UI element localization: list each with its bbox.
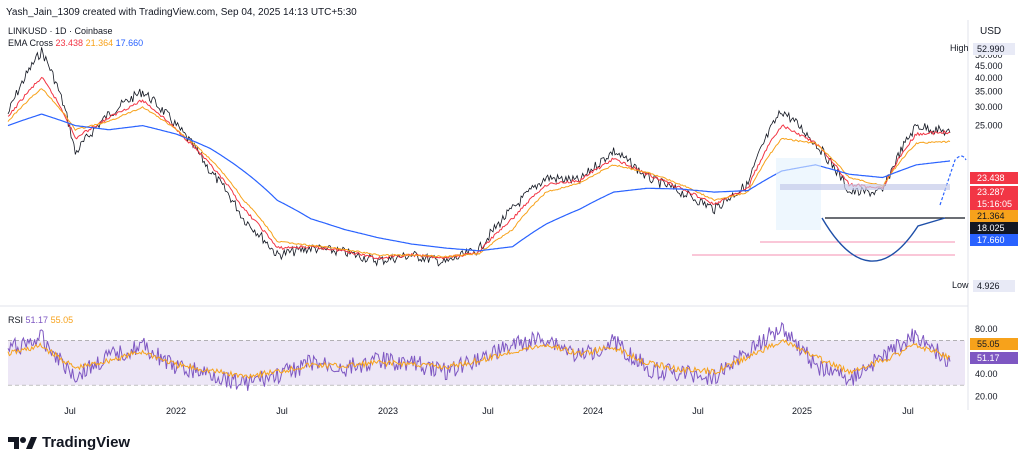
symbol-legend: LINKUSD · 1D · Coinbase [8, 26, 113, 36]
time-tick-label: 2022 [166, 406, 186, 416]
currency-label: USD [980, 26, 1002, 37]
projection-path [939, 155, 967, 206]
symbol-label: LINKUSD · 1D · Coinbase [8, 26, 113, 36]
ema-mid-value: 21.364 [85, 38, 114, 48]
price-badge-label: 15:16:05 [977, 199, 1012, 209]
time-tick-label: 2025 [792, 406, 812, 416]
price-tick-label: 30.000 [975, 102, 1003, 112]
cup-pattern [821, 217, 946, 262]
price-badge-label: 17.660 [977, 235, 1005, 245]
rsi-value: 51.17 [25, 315, 49, 325]
price-series [7, 47, 951, 267]
time-tick-label: Jul [64, 406, 76, 416]
rsi-tick-label: 20.00 [975, 391, 998, 401]
time-tick-label: Jul [902, 406, 914, 416]
zone-box [780, 184, 950, 190]
time-tick-label: Jul [692, 406, 704, 416]
high-badge [973, 43, 1015, 55]
price-badge-label: 21.364 [977, 211, 1005, 221]
time-tick-label: Jul [276, 406, 288, 416]
ema-slow-value: 17.660 [115, 38, 144, 48]
ema-label: EMA Cross [8, 38, 54, 48]
price-badge [970, 210, 1018, 222]
price-tick-label: 40.000 [975, 73, 1003, 83]
rsi-badge [970, 338, 1018, 350]
price-badge [970, 222, 1018, 234]
rsi-badge [970, 352, 1018, 364]
low-value-label: 4.926 [977, 281, 1000, 291]
range-box [776, 158, 821, 230]
time-tick-label: Jul [482, 406, 494, 416]
price-badge [970, 198, 1018, 210]
rsi-tick-label: 80.00 [975, 324, 998, 334]
rsi-label: RSI [8, 315, 24, 325]
time-tick-label: 2023 [378, 406, 398, 416]
rsi-badge-label: 51.17 [977, 353, 1000, 363]
low-badge [973, 280, 1015, 292]
ema-legend: EMA Cross 23.438 21.364 17.660 [8, 38, 143, 48]
rsi-ma-series [7, 339, 951, 380]
rsi-tick-label: 40.00 [975, 369, 998, 379]
low-label: Low [952, 280, 969, 290]
high-value-label: 52.990 [977, 44, 1005, 54]
rsi-badge-label: 55.05 [977, 339, 1000, 349]
price-tick-label: 50.000 [975, 50, 1003, 60]
price-badge [970, 234, 1018, 246]
ema-fast-value: 23.438 [55, 38, 84, 48]
brand-name: TradingView [42, 434, 131, 451]
price-tick-label: 45.000 [975, 61, 1003, 71]
time-tick-label: 2024 [583, 406, 603, 416]
price-tick-label: 25.000 [975, 121, 1003, 131]
rsi-ma-value: 55.05 [50, 315, 74, 325]
high-label: High [950, 43, 969, 53]
ema-mid-series [7, 88, 951, 258]
tradingview-logo-icon [8, 436, 37, 449]
rsi-series [7, 321, 951, 391]
price-badge-label: 23.287 [977, 187, 1005, 197]
price-badge [970, 186, 1018, 198]
brand-footer: TradingView [8, 434, 130, 451]
price-badge-label: 18.025 [977, 223, 1005, 233]
price-badge [970, 172, 1018, 184]
price-badge-label: 23.438 [977, 173, 1005, 183]
price-tick-label: 35.000 [975, 86, 1003, 96]
rsi-legend: RSI 51.17 55.05 [8, 315, 73, 325]
chart-caption: Yash_Jain_1309 created with TradingView.… [6, 7, 357, 18]
